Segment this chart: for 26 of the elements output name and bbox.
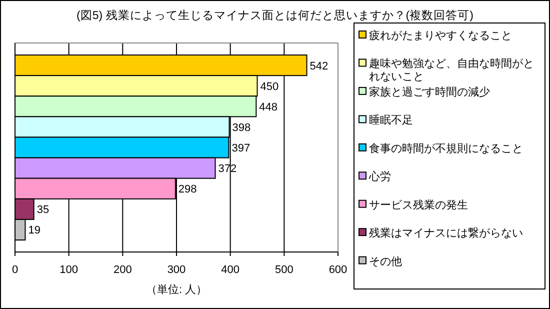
legend-label: 心労 [368,170,391,184]
x-tick-label: 400 [221,264,240,276]
x-tick-label: 500 [274,264,294,276]
x-tick-label: 200 [113,264,132,276]
chart-title: (図5) 残業によって生じるマイナス面とは何だと思いますか？(複数回答可) [76,9,474,22]
x-tick-label: 600 [328,264,348,276]
data-label: 397 [232,142,250,154]
legend-label: 趣味や勉強など、自由な時間がとれないこと [369,57,534,84]
data-label: 448 [259,101,278,114]
legend-label: 家族と過ごす時間の減少 [369,85,490,98]
data-label: 35 [36,204,50,216]
legend-label: 食事の時間が不規則になること [369,142,523,155]
x-tick-label: 100 [60,264,78,276]
data-label: 450 [260,80,279,93]
data-label: 298 [178,184,197,196]
legend-label: その他 [369,256,402,268]
legend-label: 睡眠不足 [369,114,413,127]
x-axis-title: （単位: 人） [146,284,208,296]
data-label: 542 [310,60,328,72]
x-tick-label: 0 [12,264,18,276]
legend-label: 残業はマイナスには繋がらない [369,226,523,240]
x-tick-label: 300 [167,264,186,276]
legend-label: 疲れがたまりやすくなること [369,29,512,42]
legend-label: サービス残業の発生 [369,198,468,212]
data-label: 398 [232,122,251,134]
data-label: 19 [28,224,40,237]
